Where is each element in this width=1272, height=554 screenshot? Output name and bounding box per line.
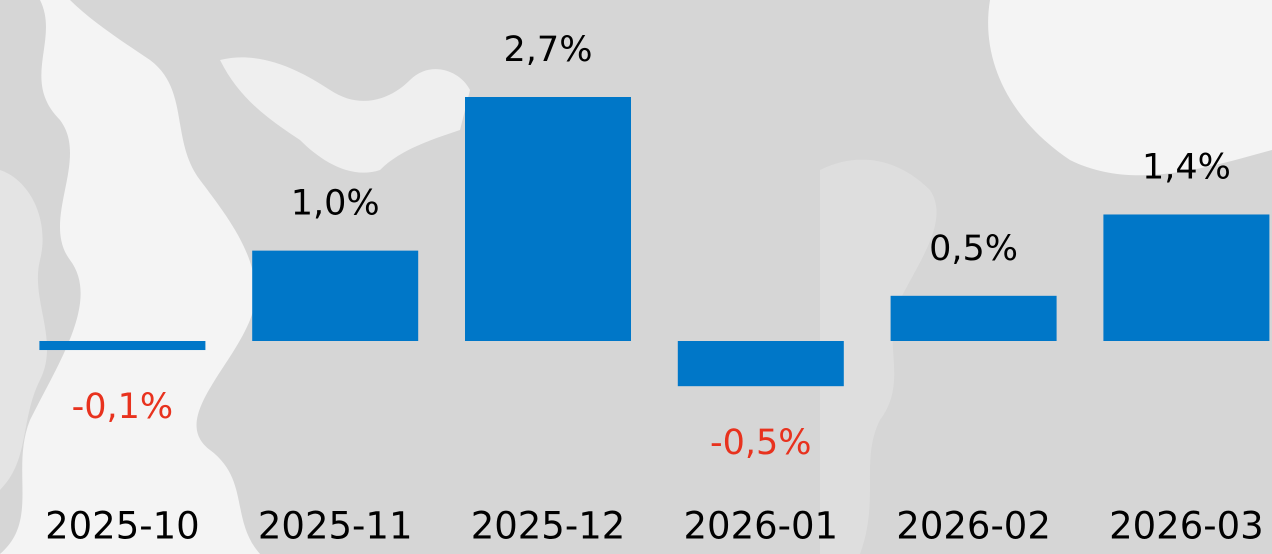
x-tick-label: 2025-10	[45, 505, 200, 548]
bar	[252, 250, 419, 341]
value-label: -0,5%	[710, 423, 812, 463]
x-tick-label: 2026-01	[683, 505, 838, 548]
x-tick-label: 2026-02	[896, 505, 1051, 548]
value-label: -0,1%	[72, 387, 174, 427]
bar	[890, 295, 1057, 341]
value-label: 1,0%	[291, 184, 380, 224]
bar	[465, 97, 631, 341]
bar	[1103, 214, 1270, 341]
x-tick-label: 2025-11	[258, 505, 413, 548]
x-tick-label: 2025-12	[471, 505, 626, 548]
value-label: 2,7%	[504, 30, 593, 70]
value-label: 0,5%	[929, 229, 1018, 269]
x-tick-label: 2026-03	[1109, 505, 1264, 548]
value-label: 1,4%	[1142, 147, 1231, 187]
bar	[677, 341, 844, 387]
bar	[39, 341, 206, 351]
